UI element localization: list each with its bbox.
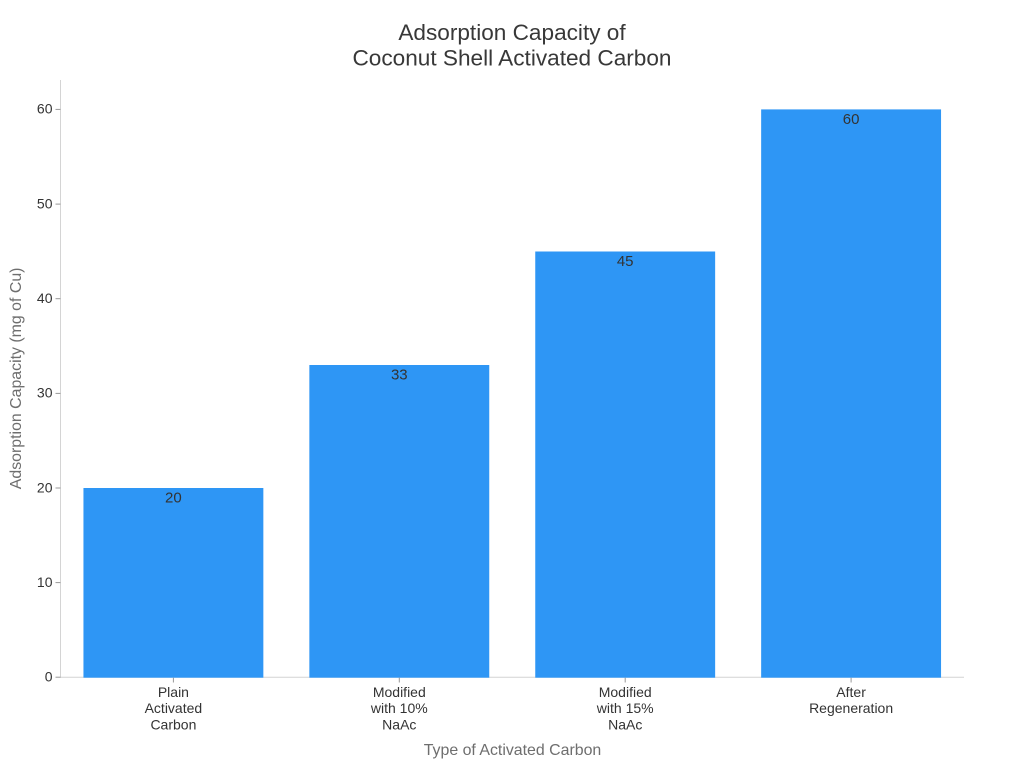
svg-text:10: 10 [37,574,53,590]
svg-text:0: 0 [45,669,53,685]
svg-text:50: 50 [37,195,53,211]
svg-text:NaAc: NaAc [382,717,416,733]
svg-text:Carbon: Carbon [150,717,196,733]
svg-text:Coconut Shell Activated Carbon: Coconut Shell Activated Carbon [352,46,671,71]
svg-text:33: 33 [391,367,408,384]
svg-text:Plain: Plain [158,684,189,700]
svg-text:Modified: Modified [599,684,652,700]
svg-text:After: After [836,684,866,700]
svg-text:40: 40 [37,290,53,306]
svg-text:Activated: Activated [145,700,203,716]
svg-text:60: 60 [37,101,53,117]
svg-text:45: 45 [617,253,634,270]
svg-text:30: 30 [37,385,53,401]
svg-text:Modified: Modified [373,684,426,700]
svg-text:Adsorption Capacity of: Adsorption Capacity of [398,20,626,45]
svg-text:20: 20 [37,479,53,495]
svg-text:with 10%: with 10% [370,700,428,716]
svg-text:60: 60 [843,111,860,128]
svg-text:20: 20 [165,490,182,507]
svg-text:NaAc: NaAc [608,717,642,733]
svg-text:Adsorption Capacity (mg of Cu): Adsorption Capacity (mg of Cu) [8,268,25,490]
svg-text:with 15%: with 15% [596,700,654,716]
svg-text:Regeneration: Regeneration [809,700,893,716]
svg-text:Type of Activated Carbon: Type of Activated Carbon [424,742,602,759]
